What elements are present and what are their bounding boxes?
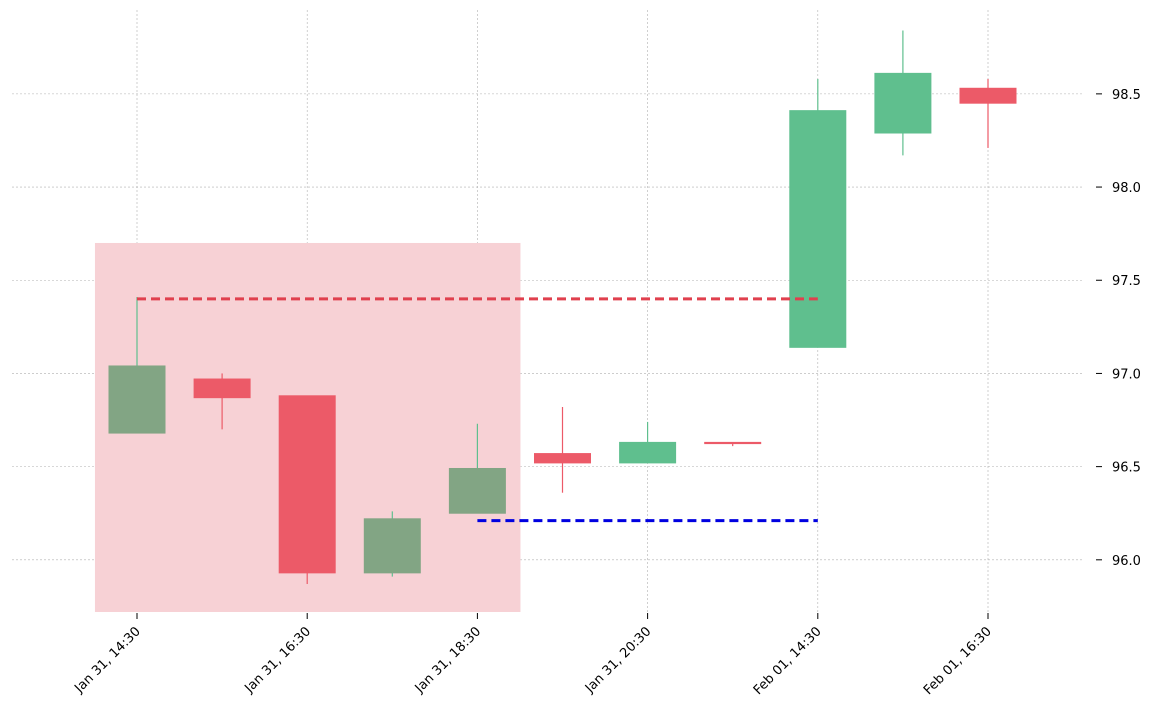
x-tick-label: Jan 31, 16:30 [242,624,314,696]
x-tick-label: Jan 31, 20:30 [582,624,654,696]
candle-body [704,441,762,445]
candle-body [363,518,421,574]
x-tick-label: Jan 31, 14:30 [71,624,143,696]
candles [108,30,1017,585]
x-tick-label: Jan 31, 18:30 [412,624,484,696]
y-tick-label: 96.5 [1112,461,1141,476]
candle-body [534,453,591,464]
y-tick-label: 97.5 [1112,274,1141,289]
candle-body [619,441,677,464]
candle-body [108,365,166,434]
y-tick-label: 97.0 [1112,367,1141,382]
y-tick-label: 98.5 [1112,88,1141,103]
y-tick-label: 96.0 [1112,554,1141,569]
x-tick-label: Feb 01, 14:30 [751,624,825,698]
y-tick-label: 98.0 [1112,181,1141,196]
candle-body [448,467,506,514]
candle-body [278,395,336,574]
candle-body [193,378,251,399]
x-tick-label: Feb 01, 16:30 [921,624,995,698]
levels [137,297,818,523]
candle-body [874,72,932,134]
candle-body [789,110,847,348]
candle-body [959,87,1017,104]
